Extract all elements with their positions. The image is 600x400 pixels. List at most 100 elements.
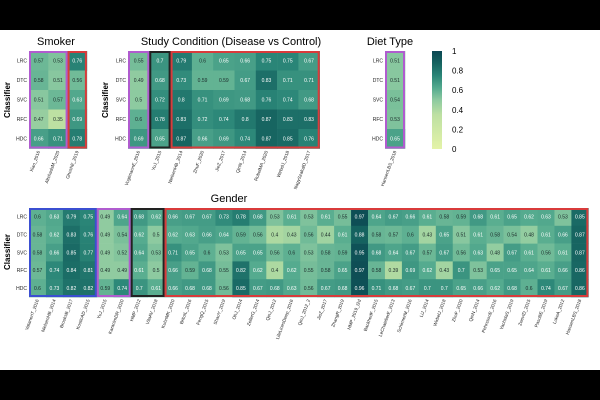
heatmap-cell: [418, 279, 437, 298]
cell-value-label: 0.64: [372, 215, 382, 221]
column-label: HMP_2019_t2d: [346, 298, 362, 330]
cell-value-label: 0.68: [473, 215, 483, 221]
cell-value-label: 0.69: [134, 137, 144, 143]
cell-value-label: 0.68: [270, 286, 280, 292]
heatmap-cell: [385, 70, 406, 91]
column-label: KaranimDR_2020: [107, 298, 124, 334]
heatmap-cell: [283, 208, 301, 227]
heatmap-cell: [249, 225, 267, 244]
heatmap-cell: [452, 279, 470, 298]
row-label-rfc: RFC: [17, 268, 28, 274]
cell-value-label: 0.83: [304, 117, 314, 123]
cell-value-label: 0.62: [422, 268, 432, 274]
heatmap-cell: [170, 70, 193, 91]
row-label-dtc: DTC: [373, 78, 384, 84]
heatmap-cell: [96, 208, 115, 227]
cell-value-label: 0.6: [34, 215, 41, 221]
heatmap-cell: [317, 243, 335, 262]
heatmap-cell: [149, 51, 171, 71]
heatmap-cell: [96, 243, 115, 262]
cell-value-label: 0.7: [424, 286, 431, 292]
cell-value-label: 0.57: [422, 250, 432, 256]
cell-value-label: 0.76: [262, 98, 272, 104]
column-label: FengQ_2015: [196, 298, 210, 325]
cell-value-label: 0.61: [134, 268, 144, 274]
heatmap-cell: [113, 225, 131, 244]
cell-value-label: 0.64: [219, 233, 229, 239]
heatmap-cell: [384, 225, 403, 244]
column-label: KuhnMK_2020: [160, 298, 175, 329]
heatmap-cell: [164, 279, 182, 298]
heatmap-cell: [67, 90, 88, 110]
cell-value-label: 0.6: [526, 286, 533, 292]
column-label: QinJ_2012_2: [297, 298, 311, 326]
cell-value-label: 0.63: [185, 233, 195, 239]
row-label-svc: SVC: [373, 98, 384, 104]
column-label: GhoshE_2019: [65, 150, 80, 180]
cell-value-label: 0.6: [199, 59, 206, 65]
row-label-dtc: DTC: [17, 78, 28, 84]
heatmap-cell: [520, 279, 538, 298]
heatmap-cell: [29, 225, 47, 244]
cell-value-label: 0.56: [456, 250, 466, 256]
cell-value-label: 0.55: [338, 215, 348, 221]
heatmap-cell: [385, 109, 406, 130]
heatmap-cell: [164, 261, 182, 280]
heatmap-cell: [452, 225, 470, 244]
heatmap-cell: [79, 225, 98, 244]
cell-value-label: 0.58: [372, 233, 382, 239]
heatmap-cell: [191, 51, 214, 71]
heatmap-cell: [452, 208, 470, 227]
cell-value-label: 0.65: [185, 250, 195, 256]
cell-value-label: 0.56: [253, 233, 263, 239]
heatmap-cell: [384, 243, 403, 262]
cell-value-label: 0.83: [262, 78, 272, 84]
cell-value-label: 0.97: [355, 215, 365, 221]
cell-value-label: 0.85: [236, 286, 246, 292]
cell-value-label: 0.85: [67, 250, 77, 256]
row-label-hdc: HDC: [16, 286, 27, 292]
heatmap-cell: [79, 279, 98, 298]
heatmap-cell: [147, 225, 165, 244]
cell-value-label: 0.88: [355, 233, 365, 239]
heatmap-cell: [298, 51, 320, 71]
heatmap-cell: [334, 279, 352, 298]
heatmap-cell: [29, 51, 49, 71]
heatmap-cell: [452, 243, 470, 262]
cell-value-label: 0.63: [50, 215, 60, 221]
colorbar-tick-label: 0.4: [452, 106, 464, 115]
heatmap-gender: Gender Classifier LRC DTC SVC RFC HDC 0.6 0.63 0.…: [3, 193, 589, 340]
cell-value-label: 0.63: [72, 98, 82, 104]
heatmap-title: Smoker: [37, 36, 75, 48]
cell-value-label: 0.62: [490, 286, 500, 292]
cell-value-label: 0.51: [390, 59, 400, 65]
group-outline: [385, 51, 405, 149]
cell-value-label: 0.95: [355, 250, 365, 256]
cell-value-label: 0.87: [176, 137, 186, 143]
cell-value-label: 0.71: [304, 78, 314, 84]
cell-value-label: 0.63: [473, 250, 483, 256]
cell-value-label: 0.58: [490, 233, 500, 239]
cell-value-label: 0.58: [372, 268, 382, 274]
heatmap-cell: [520, 208, 538, 227]
cell-value-label: 0.65: [253, 250, 263, 256]
cell-value-label: 0.75: [83, 215, 93, 221]
cell-value-label: 0.68: [155, 78, 165, 84]
heatmap-cell: [266, 208, 284, 227]
cell-value-label: 0.61: [338, 233, 348, 239]
cell-value-label: 0.68: [338, 286, 348, 292]
heatmap-cell: [170, 109, 193, 130]
heatmap-cell: [334, 225, 352, 244]
heatmap-cell: [67, 129, 88, 149]
row-label-dtc: DTC: [116, 78, 127, 84]
heatmap-cell: [113, 243, 131, 262]
heatmap-cell: [401, 208, 420, 227]
column-label: HansenLBS_2018: [565, 298, 583, 335]
heatmap-cell: [277, 70, 299, 91]
heatmap-cell: [537, 243, 555, 262]
cell-value-label: 0.57: [53, 98, 63, 104]
column-label: QinN_2014: [235, 150, 248, 174]
heatmap-cell: [300, 225, 318, 244]
heatmap-cell: [368, 243, 386, 262]
heatmap-cell: [351, 279, 369, 298]
